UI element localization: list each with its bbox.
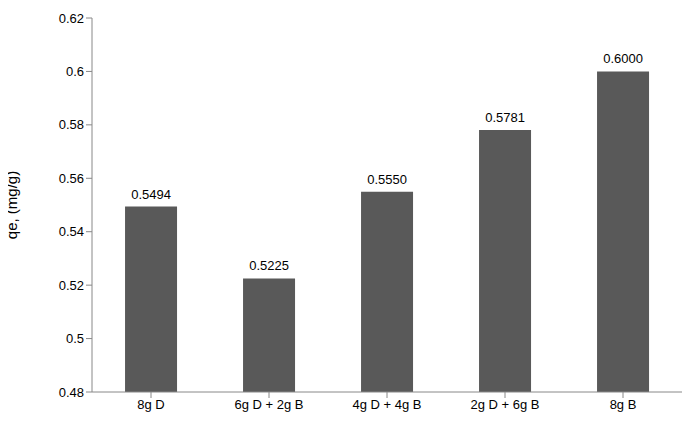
svg-text:0.5550: 0.5550 — [367, 172, 407, 187]
svg-text:0.58: 0.58 — [59, 117, 84, 132]
svg-text:4g D + 4g B: 4g D + 4g B — [352, 397, 421, 412]
svg-text:8g B: 8g B — [610, 397, 637, 412]
svg-text:0.5225: 0.5225 — [249, 258, 289, 273]
svg-text:0.6000: 0.6000 — [603, 51, 643, 66]
svg-text:qe, (mg/g): qe, (mg/g) — [8, 171, 20, 239]
svg-text:0.52: 0.52 — [59, 278, 84, 293]
svg-text:2g D + 6g B: 2g D + 6g B — [470, 397, 539, 412]
svg-text:0.56: 0.56 — [59, 171, 84, 186]
svg-text:0.54: 0.54 — [59, 224, 84, 239]
svg-text:0.5494: 0.5494 — [131, 187, 171, 202]
svg-text:0.6: 0.6 — [66, 64, 84, 79]
svg-text:8g D: 8g D — [137, 397, 164, 412]
svg-text:0.5781: 0.5781 — [485, 110, 525, 125]
svg-text:0.48: 0.48 — [59, 385, 84, 400]
svg-text:6g D + 2g B: 6g D + 2g B — [234, 397, 303, 412]
svg-text:0.62: 0.62 — [59, 11, 84, 26]
svg-text:0.5: 0.5 — [66, 331, 84, 346]
